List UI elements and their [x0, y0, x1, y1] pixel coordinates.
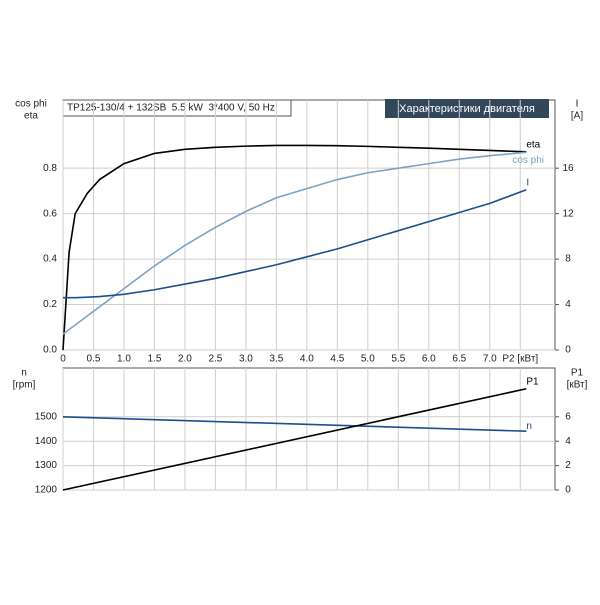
- x-tick-label: 1.0: [117, 354, 131, 365]
- x-tick-label: 3.0: [239, 354, 253, 365]
- chart-title: TP125-130/4 + 132SB 5.5 kW 3*400 V, 50 H…: [67, 103, 275, 114]
- series-label: P1: [526, 376, 539, 387]
- y-tick-label: 1300: [35, 460, 58, 471]
- series-label: cos phi: [512, 155, 544, 166]
- y2-axis-label: [кВт]: [567, 380, 588, 391]
- series-line: [62, 416, 527, 432]
- series-line: [62, 151, 527, 335]
- x-tick-label: 0: [60, 354, 66, 365]
- x-tick-label: 5.5: [391, 354, 405, 365]
- badge-box: [385, 99, 549, 118]
- series-line: [63, 189, 527, 299]
- y2-tick-label: 6: [565, 411, 571, 422]
- y-axis-label: [rpm]: [13, 380, 36, 391]
- x-tick-label: P2 [кВт]: [502, 354, 538, 365]
- y2-tick-label: 0: [565, 485, 571, 496]
- y2-axis-label: P1: [571, 368, 584, 379]
- y-tick-label: 0.0: [43, 345, 57, 356]
- badge: Характеристики двигателя: [399, 103, 535, 115]
- x-tick-label: 5.0: [361, 354, 375, 365]
- series-label: eta: [526, 139, 540, 150]
- x-tick-label: 6.5: [452, 354, 466, 365]
- x-tick-label: 4.0: [300, 354, 314, 365]
- x-tick-label: 0.5: [87, 354, 101, 365]
- x-tick-label: 2.0: [178, 354, 192, 365]
- y2-tick-label: 2: [565, 460, 571, 471]
- series-label: I: [526, 177, 529, 188]
- y-axis-label: eta: [24, 111, 38, 122]
- y-tick-label: 1500: [35, 411, 58, 422]
- y-tick-label: 1400: [35, 436, 58, 447]
- y2-tick-label: 12: [562, 208, 574, 219]
- y-tick-label: 0.6: [43, 208, 57, 219]
- y-tick-label: 0.8: [43, 163, 57, 174]
- series-line: [62, 387, 527, 491]
- y-tick-label: 1200: [35, 485, 58, 496]
- x-tick-label: 6.0: [422, 354, 436, 365]
- y-axis-label: n: [21, 368, 27, 379]
- y2-tick-label: 4: [565, 299, 571, 310]
- y2-tick-label: 8: [565, 254, 571, 265]
- y-tick-label: 0.2: [43, 299, 57, 310]
- y2-axis-label: [A]: [571, 111, 583, 122]
- series-label: n: [526, 421, 532, 432]
- x-tick-label: 7.0: [483, 354, 497, 365]
- y-axis-label: cos phi: [15, 99, 47, 110]
- series-line: [62, 144, 527, 351]
- x-tick-label: 4.5: [330, 354, 344, 365]
- x-tick-label: 1.5: [147, 354, 161, 365]
- y2-axis-label: I: [576, 99, 579, 110]
- x-tick-label: 2.5: [208, 354, 222, 365]
- plot-frame: [62, 99, 556, 351]
- y2-tick-label: 0: [565, 345, 571, 356]
- y2-tick-label: 4: [565, 436, 571, 447]
- y-tick-label: 0.4: [43, 254, 57, 265]
- x-tick-label: 3.5: [269, 354, 283, 365]
- y2-tick-label: 16: [562, 163, 574, 174]
